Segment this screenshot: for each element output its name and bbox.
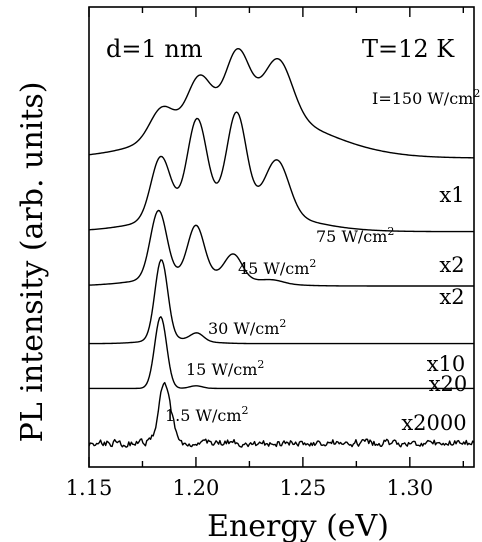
x-tick-label: 1.25 [280, 476, 327, 500]
series-label: 1.5 W/cm2 [165, 404, 249, 425]
plot-frame [88, 6, 475, 468]
multiplier-label: x20 [429, 372, 468, 396]
spectrum-line [88, 209, 474, 287]
multiplier-label: x2 [439, 253, 464, 277]
spectrum-line [88, 111, 474, 233]
x-tick-label: 1.20 [173, 476, 220, 500]
spectra-curves: I=150 W/cm2 x1 75 W/cm2 x2 45 W/cm2 x2 30 W/cm… [88, 47, 480, 448]
y-axis-label: PL intensity (arb. units) [15, 82, 50, 443]
multiplier-label: x10 [427, 352, 466, 376]
series-label: 30 W/cm2 [208, 317, 286, 338]
multiplier-label: x2 [439, 285, 464, 309]
spectrum-line [89, 259, 474, 345]
x-axis-label: Energy (eV) [207, 509, 389, 542]
spectrum-line [88, 381, 475, 448]
series-label: 15 W/cm2 [186, 358, 264, 379]
spectrum-line [88, 47, 475, 159]
multiplier-label: x1 [439, 183, 464, 207]
spectrum-line [89, 316, 474, 390]
x-tick-label: 1.30 [386, 476, 433, 500]
series-label: 45 W/cm2 [238, 257, 316, 278]
x-tick-label: 1.15 [66, 476, 113, 500]
series-label: 75 W/cm2 [316, 225, 394, 246]
multiplier-label: x2000 [401, 411, 466, 435]
thickness-annotation: d=1 nm [106, 35, 203, 63]
x-axis-ticks: 1.15 1.20 1.25 1.30 [66, 7, 465, 500]
temperature-annotation: T=12 K [362, 35, 455, 63]
series-label: I=150 W/cm2 [372, 87, 480, 108]
